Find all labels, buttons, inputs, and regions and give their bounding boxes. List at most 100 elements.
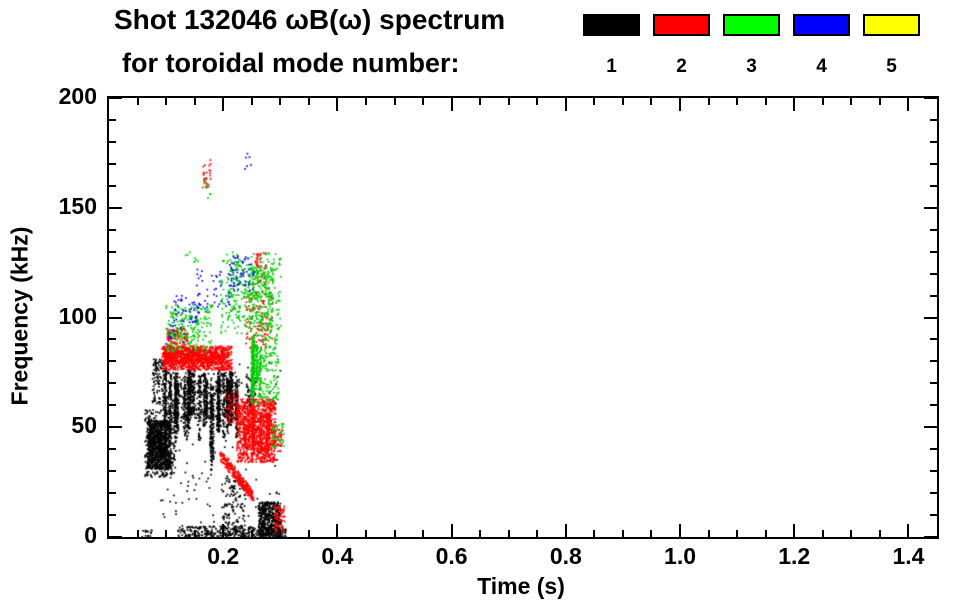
axis-tick: [109, 163, 116, 165]
axis-tick: [565, 98, 567, 111]
axis-tick: [336, 98, 338, 111]
axis-tick: [924, 207, 937, 209]
axis-tick: [907, 524, 909, 537]
y-axis-title: Frequency (kHz): [6, 226, 33, 406]
axis-tick: [593, 98, 595, 105]
x-tick-label: 1.2: [778, 543, 811, 569]
axis-tick: [822, 98, 824, 105]
axis-tick: [924, 97, 937, 99]
legend-swatch-mode-4: [793, 14, 850, 36]
chart-title-line1: Shot 132046 ωB(ω) spectrum: [114, 4, 506, 35]
y-tick-label: 200: [58, 83, 97, 109]
axis-tick: [930, 448, 937, 450]
axis-tick: [194, 98, 196, 105]
axis-tick: [536, 530, 538, 537]
axis-tick: [365, 98, 367, 105]
axis-tick: [308, 530, 310, 537]
axis-tick: [622, 530, 624, 537]
axis-tick: [109, 295, 116, 297]
axis-tick: [109, 119, 116, 121]
axis-tick: [793, 524, 795, 537]
axis-tick: [622, 98, 624, 105]
axis-tick: [565, 524, 567, 537]
axis-tick: [930, 185, 937, 187]
legend-mode-number: 3: [746, 56, 757, 77]
axis-tick: [109, 426, 122, 428]
legend-swatch-mode-2: [653, 14, 710, 36]
axis-tick: [822, 530, 824, 537]
axis-tick: [650, 98, 652, 105]
axis-tick: [736, 98, 738, 105]
axis-tick: [593, 530, 595, 537]
y-tick-label: 0: [84, 522, 97, 548]
axis-tick: [279, 530, 281, 537]
x-tick-label: 0.6: [435, 543, 468, 569]
axis-tick: [708, 530, 710, 537]
axis-tick: [930, 492, 937, 494]
axis-tick: [222, 98, 224, 111]
axis-tick: [479, 530, 481, 537]
axis-tick: [222, 524, 224, 537]
axis-tick: [879, 530, 881, 537]
axis-tick: [251, 530, 253, 537]
axis-tick: [422, 530, 424, 537]
axis-tick: [930, 273, 937, 275]
axis-tick: [765, 98, 767, 105]
axis-tick: [109, 251, 116, 253]
axis-tick: [930, 229, 937, 231]
axis-tick: [930, 514, 937, 516]
axis-tick: [109, 448, 116, 450]
axis-tick: [109, 317, 122, 319]
axis-tick: [109, 273, 116, 275]
axis-tick: [679, 524, 681, 537]
axis-tick: [109, 360, 116, 362]
axis-tick: [109, 338, 116, 340]
axis-tick: [422, 98, 424, 105]
axis-tick: [850, 98, 852, 105]
legend-mode-number: 5: [886, 56, 897, 77]
axis-tick: [109, 514, 116, 516]
axis-tick: [924, 536, 937, 538]
axis-tick: [736, 530, 738, 537]
axis-tick: [194, 530, 196, 537]
axis-tick: [109, 141, 116, 143]
axis-tick: [394, 98, 396, 105]
axis-tick: [279, 98, 281, 105]
x-tick-label: 1.4: [892, 543, 925, 569]
y-tick-label: 100: [58, 302, 97, 329]
x-tick-label: 1.0: [664, 543, 697, 569]
axis-tick: [109, 97, 122, 99]
axis-tick: [930, 404, 937, 406]
axis-tick: [850, 530, 852, 537]
axis-tick: [365, 530, 367, 537]
axis-tick: [536, 98, 538, 105]
axis-tick: [924, 426, 937, 428]
axis-tick: [109, 492, 116, 494]
axis-tick: [109, 229, 116, 231]
axis-tick: [930, 295, 937, 297]
legend-swatch-mode-5: [863, 14, 920, 36]
y-tick-label: 50: [71, 412, 97, 439]
axis-tick: [109, 382, 116, 384]
axis-tick: [165, 530, 167, 537]
axis-tick: [137, 530, 139, 537]
axis-tick: [679, 98, 681, 111]
axis-tick: [308, 98, 310, 105]
x-axis-title: Time (s): [477, 573, 565, 599]
axis-tick: [879, 98, 881, 105]
axis-tick: [650, 530, 652, 537]
axis-tick: [508, 530, 510, 537]
axis-tick: [930, 360, 937, 362]
scatter-canvas: [109, 98, 937, 537]
legend-mode-number: 1: [606, 56, 617, 77]
axis-tick: [765, 530, 767, 537]
x-tick-label: 0.4: [321, 543, 354, 569]
axis-tick: [451, 524, 453, 537]
axis-tick: [451, 98, 453, 111]
axis-tick: [109, 207, 122, 209]
axis-tick: [394, 530, 396, 537]
legend-swatch-mode-3: [723, 14, 780, 36]
axis-tick: [930, 141, 937, 143]
legend-swatch-mode-1: [583, 14, 640, 36]
axis-tick: [508, 98, 510, 105]
